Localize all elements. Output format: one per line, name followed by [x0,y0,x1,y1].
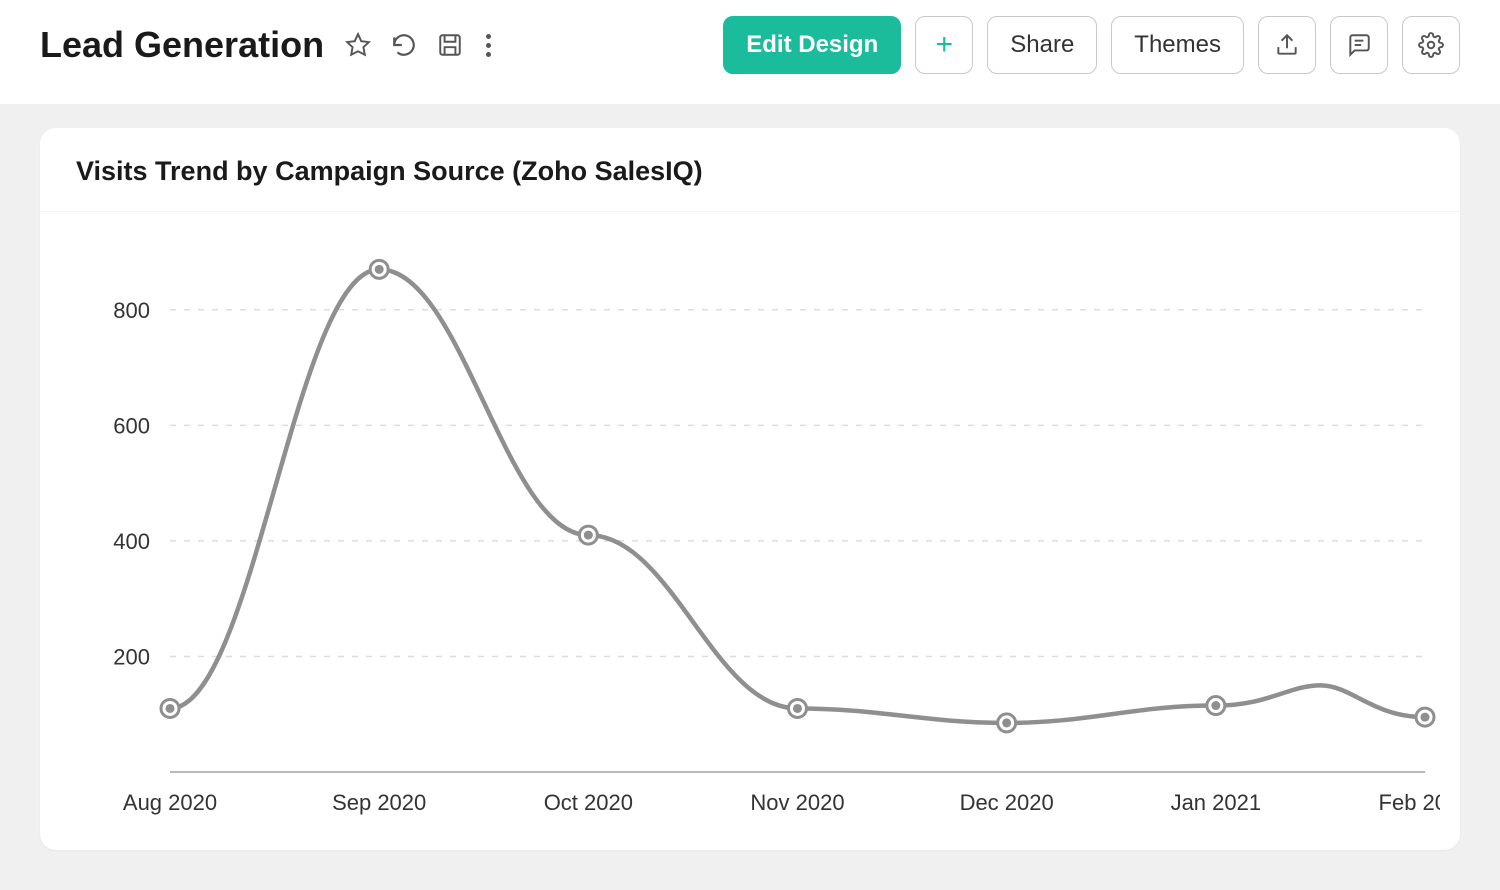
svg-text:400: 400 [113,529,150,554]
settings-button[interactable] [1402,16,1460,74]
topbar-left: Lead Generation [40,24,495,66]
export-button[interactable] [1258,16,1316,74]
add-button[interactable]: + [915,16,973,74]
comment-button[interactable] [1330,16,1388,74]
topbar-right: Edit Design + Share Themes [723,16,1460,74]
svg-text:Aug 2020: Aug 2020 [123,790,217,815]
chart-area: 200 400 600 800 Aug 2020 Sep 2020 Oct 2020 Nov … [40,212,1460,850]
chart-card: Visits Trend by Campaign Source (Zoho Sa… [40,128,1460,850]
topbar: Lead Generation Edit Design + Share Them… [0,0,1500,104]
themes-button[interactable]: Themes [1111,16,1244,74]
gear-icon [1418,32,1444,58]
svg-text:Oct 2020: Oct 2020 [544,790,633,815]
svg-text:800: 800 [113,298,150,323]
share-button[interactable]: Share [987,16,1097,74]
svg-text:Jan 2021: Jan 2021 [1171,790,1262,815]
svg-text:Nov 2020: Nov 2020 [750,790,844,815]
comment-icon [1346,32,1372,58]
edit-design-button[interactable]: Edit Design [723,16,901,74]
plus-icon: + [935,28,953,62]
svg-text:200: 200 [113,644,150,669]
svg-text:Dec 2020: Dec 2020 [960,790,1054,815]
chart-card-header: Visits Trend by Campaign Source (Zoho Sa… [40,128,1460,212]
save-icon[interactable] [436,31,464,59]
page-title: Lead Generation [40,24,324,66]
svg-text:Sep 2020: Sep 2020 [332,790,426,815]
chart-title: Visits Trend by Campaign Source (Zoho Sa… [76,156,1424,187]
export-icon [1274,32,1300,58]
star-icon[interactable] [344,31,372,59]
svg-text:Feb 2021: Feb 2021 [1379,790,1440,815]
refresh-icon[interactable] [390,31,418,59]
more-icon[interactable] [482,30,495,61]
svg-text:600: 600 [113,413,150,438]
workspace: Visits Trend by Campaign Source (Zoho Sa… [0,104,1500,890]
title-icon-group [344,30,495,61]
visits-trend-chart: 200 400 600 800 Aug 2020 Sep 2020 Oct 2020 Nov … [60,232,1440,842]
